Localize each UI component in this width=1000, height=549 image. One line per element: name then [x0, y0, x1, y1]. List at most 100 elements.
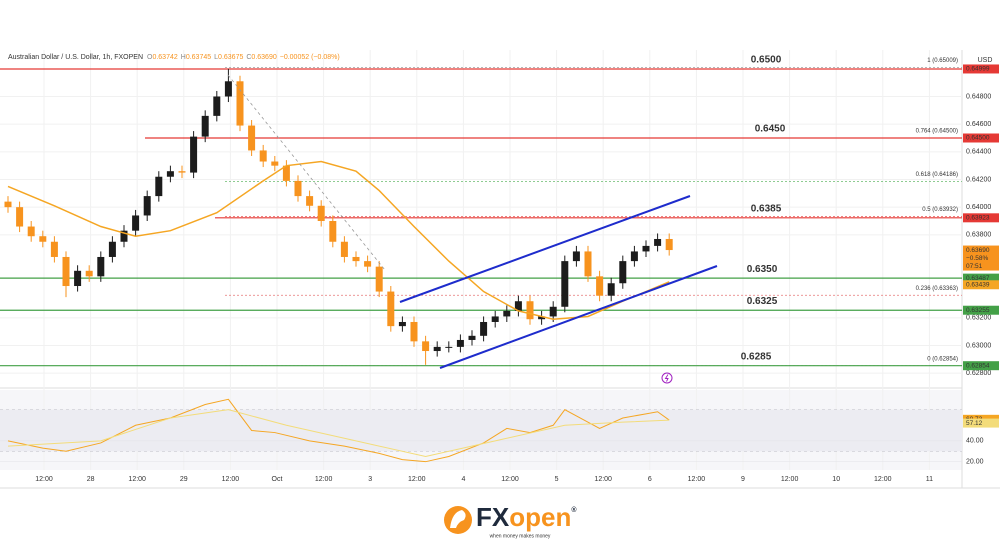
logo-text: open [509, 502, 571, 532]
fib-label: 1 (0.65009) [927, 58, 958, 64]
x-tick-label: 12:00 [222, 476, 240, 483]
rsi-tick-label: 40.00 [966, 438, 984, 445]
candle-body [155, 176, 163, 197]
candle-body [445, 346, 453, 348]
logo: FXopen® [476, 502, 577, 532]
x-tick-label: 3 [368, 476, 372, 483]
x-tick-label: 6 [648, 476, 652, 483]
candle-body [572, 251, 580, 262]
moving-average [7, 160, 670, 320]
candle-body [514, 301, 522, 311]
candle-body [630, 251, 638, 262]
candle-body [201, 115, 209, 137]
price-tag-label: 0.64500 [966, 135, 990, 142]
y-tick-label: 0.63000 [966, 342, 991, 349]
x-tick-label: 12:00 [35, 476, 53, 483]
price-tag-label: 0.64999 [966, 66, 990, 73]
candle-body [190, 136, 198, 173]
level-annotation: 0.6325 [747, 296, 778, 307]
ohlc-key: O [147, 54, 153, 61]
x-tick-label: Oct [272, 476, 283, 483]
grid [0, 50, 962, 470]
candle-body [410, 321, 418, 342]
x-tick-label: 12:00 [688, 476, 706, 483]
candle-body [50, 241, 58, 257]
x-tick-label: 12:00 [874, 476, 892, 483]
candle-body [340, 241, 348, 257]
candle-body [166, 171, 174, 177]
candle-body [584, 251, 592, 277]
candle-body [259, 150, 267, 162]
fib-label: 0 (0.62854) [927, 356, 958, 362]
rsi-tick-label: 20.00 [966, 459, 984, 466]
x-tick-label: 12:00 [315, 476, 333, 483]
candle-body [62, 256, 70, 287]
candle-body [538, 316, 546, 320]
candle-body [422, 341, 430, 352]
x-tick-label: 12:00 [128, 476, 146, 483]
candle-body [654, 238, 662, 246]
price-tag-label: 0.63690 [966, 247, 990, 254]
price-tag-label: 0.63439 [966, 281, 990, 288]
price-tag-label: 0.63923 [966, 215, 990, 222]
rsi-band [0, 409, 962, 452]
candle-body [491, 316, 499, 322]
candle-body [236, 81, 244, 126]
candle-body [224, 81, 232, 97]
price-tag [963, 133, 999, 143]
candle-body [213, 96, 221, 116]
candle-body [294, 180, 302, 197]
price-tag [963, 418, 999, 428]
candle-body [132, 215, 140, 231]
x-tick-label: 12:00 [408, 476, 426, 483]
price-tag-label: 0.63255 [966, 307, 990, 314]
price-tag-label: 57.12 [966, 420, 983, 427]
candle-body [352, 256, 360, 262]
logo-icon [450, 510, 466, 528]
rsi-line [7, 409, 670, 457]
x-tick-label: 5 [555, 476, 559, 483]
candle-body [607, 283, 615, 296]
currency: USD [978, 57, 993, 64]
candle-body [549, 306, 557, 317]
price-tag-extra: 07:51 [966, 263, 983, 270]
candle-body [561, 261, 569, 307]
y-tick-label: 0.64600 [966, 121, 991, 128]
alert-icon [664, 374, 669, 382]
price-tag [963, 273, 999, 283]
candle-body [282, 165, 290, 181]
candle-body [329, 221, 337, 242]
price-tag [963, 245, 999, 271]
price-tag [963, 213, 999, 223]
ohlc-value: 0.63690 [251, 54, 276, 61]
price-tag-label: 0.63487 [966, 275, 990, 282]
y-tick-label: 0.64000 [966, 204, 991, 211]
x-tick-label: 29 [180, 476, 188, 483]
candle-body [108, 241, 116, 257]
x-tick-label: 4 [461, 476, 465, 483]
ohlc-key: L [214, 54, 218, 61]
fib-label: 0.618 (0.64186) [916, 172, 958, 178]
level-annotation: 0.6385 [751, 203, 782, 214]
candle-body [665, 238, 673, 251]
ohlc-value: 0.63745 [186, 54, 211, 61]
candle-body [619, 261, 627, 284]
candle-body [143, 196, 151, 216]
candle-body [120, 230, 128, 242]
candle-body [433, 346, 441, 352]
candle-body [596, 276, 604, 296]
candle-body [16, 207, 24, 227]
candle-body [503, 310, 511, 317]
y-tick-label: 0.62800 [966, 370, 991, 377]
candle-body [27, 226, 35, 237]
candle-body [526, 301, 534, 320]
candle-body [178, 171, 186, 173]
candle-body [387, 291, 395, 327]
fib-label: 0.5 (0.63932) [922, 207, 958, 213]
ohlc-key: H [181, 54, 186, 61]
candle-body [85, 270, 93, 277]
marks [4, 68, 673, 463]
channel-line [439, 265, 718, 369]
candle-body [364, 261, 372, 267]
